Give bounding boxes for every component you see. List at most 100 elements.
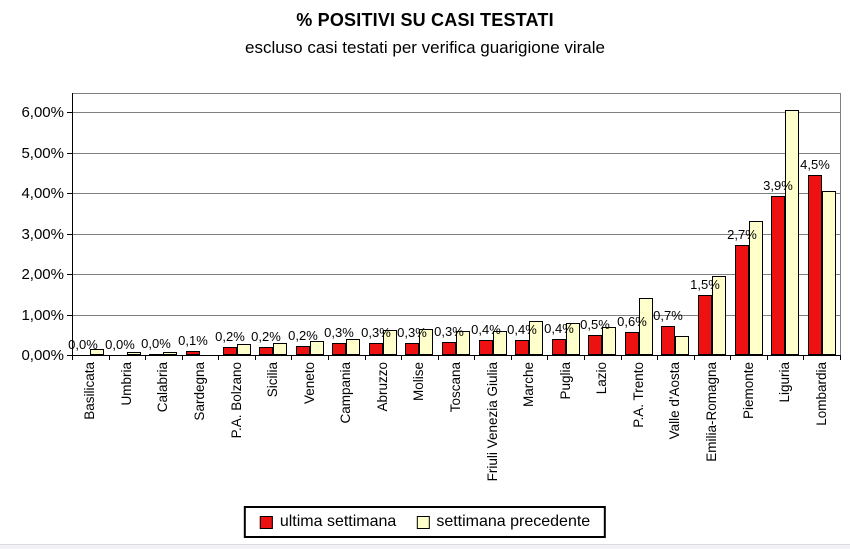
x-axis-label-basilicata: Basilicata (82, 362, 97, 420)
y-axis-label: 5,00% (21, 145, 64, 162)
bar-ultima-settimana-molise (405, 343, 419, 355)
data-label-friuli-venezia-giulia: 0,4% (471, 322, 501, 337)
x-axis-tick (767, 355, 768, 360)
gridline (72, 153, 840, 154)
bar-settimana-precedente-liguria (785, 110, 799, 355)
chart-title: % POSITIVI SU CASI TESTATI (296, 10, 554, 30)
bar-settimana-precedente-puglia (566, 323, 580, 355)
y-axis-tick (67, 274, 72, 275)
chart-subtitle: escluso casi testati per verifica guarig… (244, 38, 605, 57)
x-axis-tick (365, 355, 366, 360)
x-axis-tick (621, 355, 622, 360)
x-axis-tick (438, 355, 439, 360)
bar-ultima-settimana-calabria (149, 354, 163, 356)
bar-ultima-settimana-friuli-venezia-giulia (479, 340, 493, 355)
data-label-campania: 0,3% (324, 325, 354, 340)
bar-ultima-settimana-marche (515, 340, 529, 355)
bar-settimana-precedente-p-a-trento (639, 298, 653, 355)
x-axis-label-lombardia: Lombardia (814, 362, 829, 426)
data-label-sardegna: 0,1% (178, 333, 208, 348)
x-axis-tick (218, 355, 219, 360)
bar-settimana-precedente-abruzzo (383, 330, 397, 355)
bar-settimana-precedente-emilia-romagna (712, 276, 726, 355)
x-axis-label-p-a-trento: P.A. Trento (631, 362, 646, 428)
bar-settimana-precedente-lazio (602, 327, 616, 355)
data-label-lombardia: 4,5% (800, 157, 830, 172)
bar-settimana-precedente-calabria (163, 352, 177, 355)
x-axis-tick (547, 355, 548, 360)
data-label-sicilia: 0,2% (251, 329, 281, 344)
x-axis-label-valle-d-aosta: Valle d'Aosta (667, 362, 682, 440)
bar-ultima-settimana-liguria (771, 196, 785, 355)
x-axis-tick (328, 355, 329, 360)
legend-swatch-ultima-settimana (259, 515, 273, 529)
bar-settimana-precedente-molise (419, 329, 433, 355)
y-axis-label: 0,00% (21, 347, 64, 364)
data-label-abruzzo: 0,3% (361, 325, 391, 340)
data-label-marche: 0,4% (507, 322, 537, 337)
y-axis-label: 1,00% (21, 307, 64, 324)
bar-settimana-precedente-friuli-venezia-giulia (493, 331, 507, 355)
x-axis-label-veneto: Veneto (302, 362, 317, 405)
legend-swatch-settimana-precedente (416, 515, 430, 529)
x-axis-label-friuli-venezia-giulia: Friuli Venezia Giulia (485, 362, 500, 482)
bar-ultima-settimana-abruzzo (369, 343, 383, 355)
bar-settimana-precedente-toscana (456, 331, 470, 355)
y-axis-tick (67, 234, 72, 235)
gridline (72, 193, 840, 194)
x-axis-tick (730, 355, 731, 360)
y-axis-label: 6,00% (21, 104, 64, 121)
bar-ultima-settimana-veneto (296, 346, 310, 355)
gridline (72, 112, 840, 113)
plot-frame (72, 93, 841, 356)
x-axis-label-umbria: Umbria (119, 362, 134, 406)
gridline (72, 274, 840, 275)
x-axis-tick (255, 355, 256, 360)
data-label-calabria: 0,0% (141, 336, 171, 351)
x-axis-tick (109, 355, 110, 360)
data-label-piemonte: 2,7% (727, 227, 757, 242)
data-label-basilicata: 0,0% (68, 337, 98, 352)
bar-ultima-settimana-lombardia (808, 175, 822, 355)
x-axis-label-p-a-bolzano: P.A. Bolzano (229, 362, 244, 439)
data-label-lazio: 0,5% (580, 317, 610, 332)
x-axis-tick (511, 355, 512, 360)
bar-ultima-settimana-sardegna (186, 351, 200, 355)
x-axis-label-marche: Marche (521, 362, 536, 408)
y-axis-tick (67, 315, 72, 316)
bar-ultima-settimana-emilia-romagna (698, 295, 712, 355)
x-axis-tick (145, 355, 146, 360)
legend-item-ultima-settimana: ultima settimana (259, 513, 396, 531)
gridline (72, 234, 840, 235)
legend-label-settimana-precedente: settimana precedente (436, 513, 591, 530)
bar-settimana-precedente-piemonte (749, 221, 763, 355)
data-label-p-a-trento: 0,6% (617, 314, 647, 329)
data-label-emilia-romagna: 1,5% (690, 277, 720, 292)
x-axis-tick (584, 355, 585, 360)
x-axis-label-sardegna: Sardegna (192, 362, 207, 421)
bar-ultima-settimana-p-a-trento (625, 332, 639, 355)
y-axis-label: 4,00% (21, 185, 64, 202)
x-axis-tick (840, 355, 841, 360)
bar-ultima-settimana-valle-d-aosta (661, 326, 675, 355)
bar-settimana-precedente-valle-d-aosta (675, 336, 689, 355)
legend-item-settimana-precedente: settimana precedente (416, 513, 590, 531)
data-label-p-a-bolzano: 0,2% (215, 329, 245, 344)
y-axis-tick (67, 153, 72, 154)
bar-ultima-settimana-toscana (442, 342, 456, 355)
bar-settimana-precedente-umbria (127, 352, 141, 355)
bar-settimana-precedente-lombardia (822, 191, 836, 355)
x-axis-label-calabria: Calabria (155, 362, 170, 413)
x-axis-tick (803, 355, 804, 360)
y-axis-tick (67, 112, 72, 113)
data-label-puglia: 0,4% (544, 321, 574, 336)
x-axis-tick (291, 355, 292, 360)
data-label-liguria: 3,9% (763, 178, 793, 193)
bar-ultima-settimana-lazio (588, 335, 602, 355)
data-label-molise: 0,3% (397, 325, 427, 340)
x-axis-label-sicilia: Sicilia (265, 362, 280, 398)
legend: ultima settimana settimana precedente (243, 506, 607, 538)
bar-settimana-precedente-campania (346, 339, 360, 355)
bar-ultima-settimana-piemonte (735, 245, 749, 355)
